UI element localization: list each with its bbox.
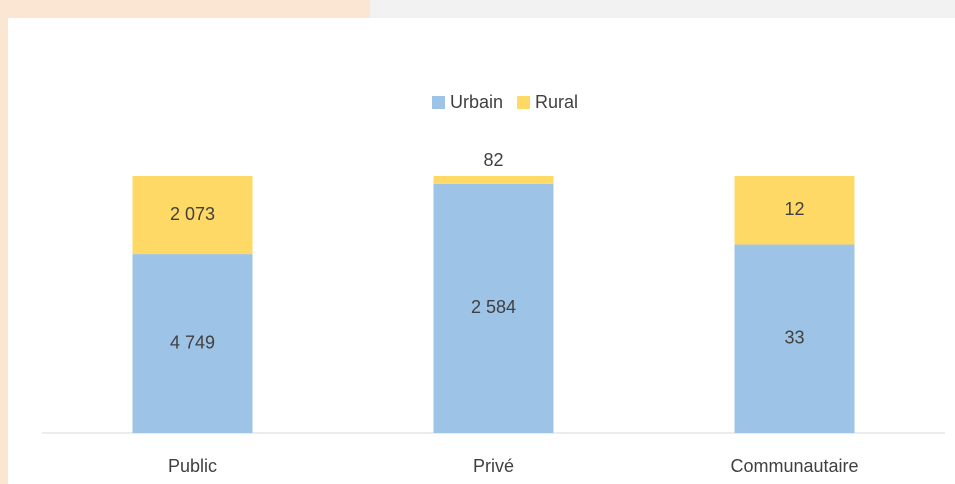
bar-segment	[132, 176, 253, 255]
legend-swatch	[517, 96, 531, 109]
x-tick-label: Communautaire	[730, 456, 858, 476]
data-label: 2 584	[471, 297, 516, 317]
legend-swatch	[432, 96, 445, 109]
data-label: 82	[483, 150, 503, 170]
bar-segment	[433, 183, 554, 433]
x-tick-label: Public	[168, 456, 217, 476]
data-label: 33	[784, 328, 804, 348]
data-label: 4 749	[170, 332, 215, 352]
bar-segment	[433, 176, 554, 184]
x-tick-label: Privé	[473, 456, 514, 476]
legend-label: Rural	[535, 92, 578, 112]
legend-label: Urbain	[450, 92, 503, 112]
data-label: 12	[784, 199, 804, 219]
bar-segment	[734, 176, 855, 245]
header-band	[370, 0, 955, 18]
data-label: 2 073	[170, 204, 215, 224]
bar-segment	[132, 254, 253, 433]
bar-segment	[734, 244, 855, 433]
